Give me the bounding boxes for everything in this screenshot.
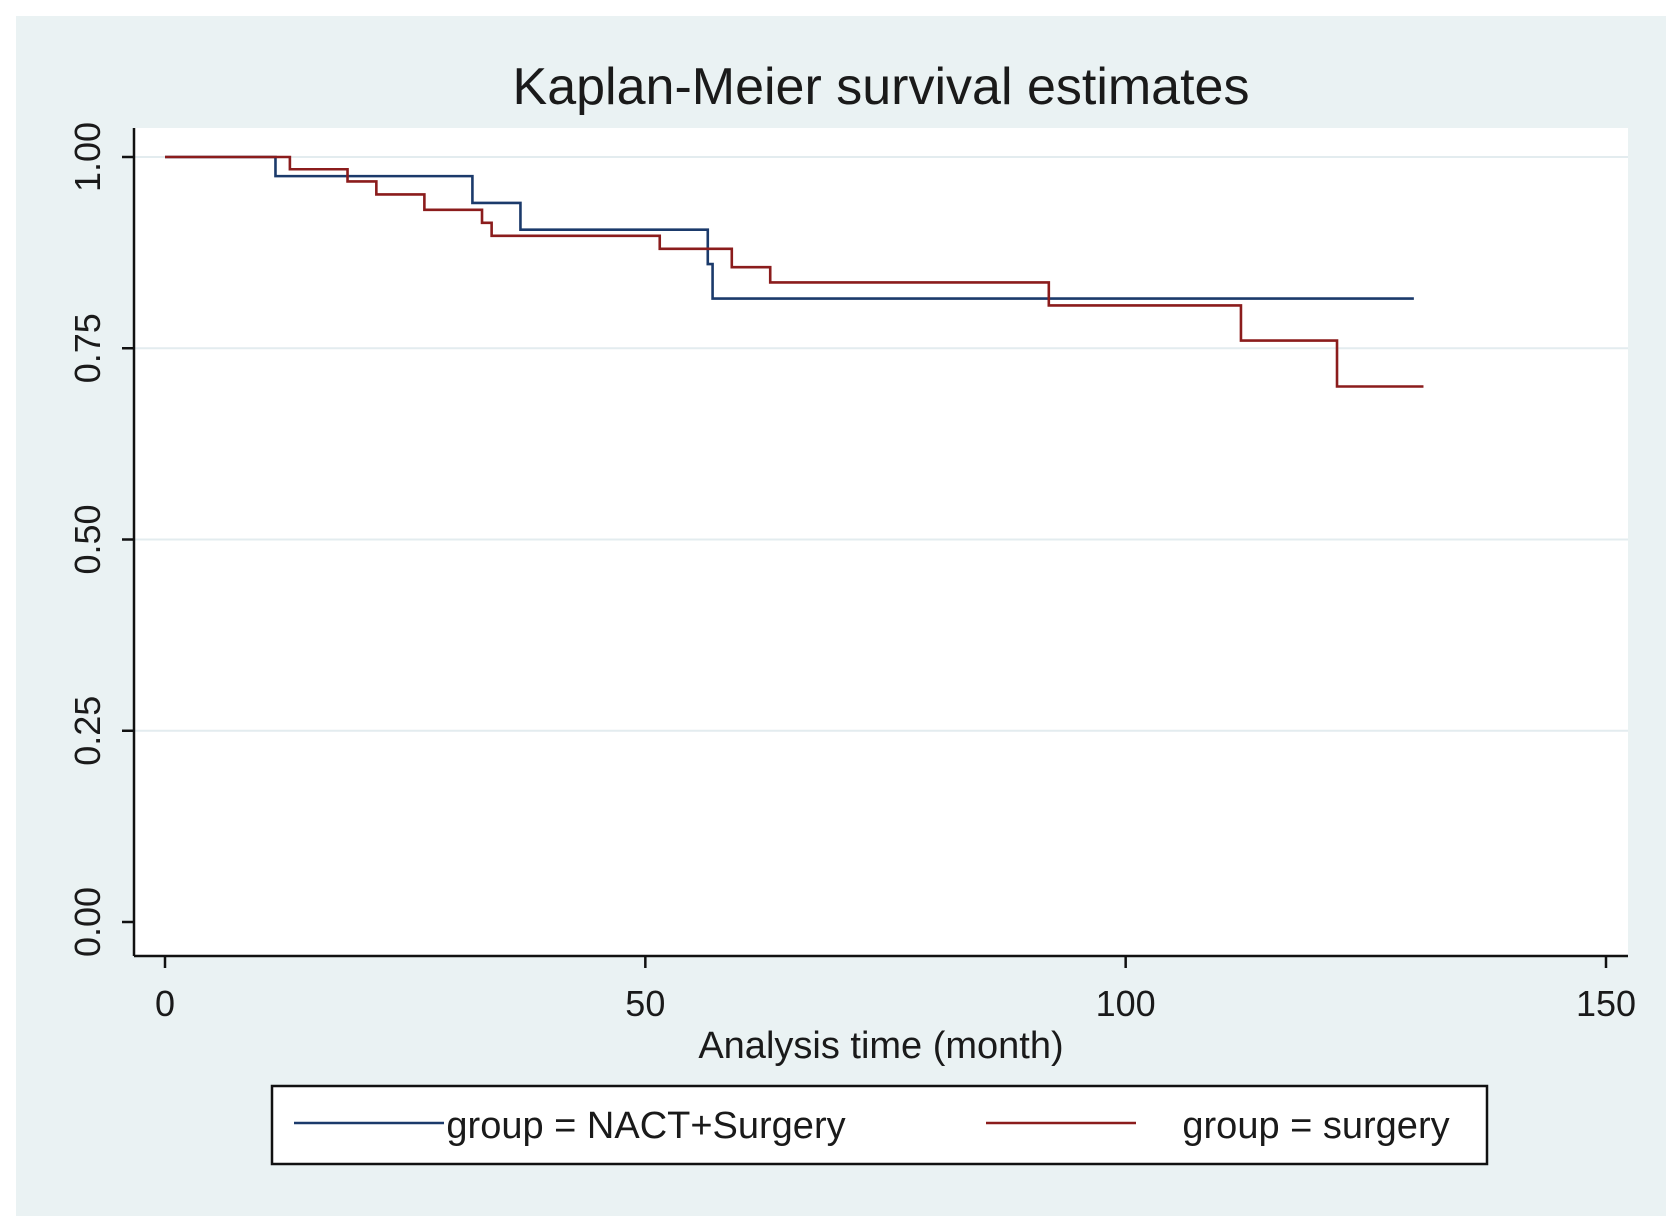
y-tick-label: 0.00: [67, 887, 108, 957]
series-line-2: [165, 155, 1424, 388]
y-tick-label: 0.25: [67, 696, 108, 766]
legend: group = NACT+Surgery group = surgery: [270, 1084, 1489, 1166]
chart-title: Kaplan-Meier survival estimates: [513, 58, 1250, 116]
y-tick-label: 1.00: [67, 122, 108, 192]
x-tick-label: 100: [1096, 983, 1156, 1024]
y-tick-label: 0.75: [67, 313, 108, 383]
x-tick-label: 50: [625, 983, 665, 1024]
y-tick-label: 0.50: [67, 504, 108, 574]
legend-label-2: group = surgery: [1182, 1105, 1449, 1147]
x-tick-label: 150: [1576, 983, 1636, 1024]
chart-frame: 0.00 0.25 0.50 0.75 1.00 0 50 100 150 Kaplan-Mei…: [16, 16, 1666, 1216]
km-chart: 0.00 0.25 0.50 0.75 1.00 0 50 100 150 Kaplan-Mei…: [67, 58, 1636, 1166]
x-tick-label: 0: [155, 983, 175, 1024]
series-line-1: [165, 155, 1414, 300]
legend-label-1: group = NACT+Surgery: [446, 1105, 845, 1147]
plot-area: [134, 128, 1628, 956]
x-axis-title: Analysis time (month): [698, 1025, 1063, 1067]
legend-box: [270, 1084, 1489, 1166]
